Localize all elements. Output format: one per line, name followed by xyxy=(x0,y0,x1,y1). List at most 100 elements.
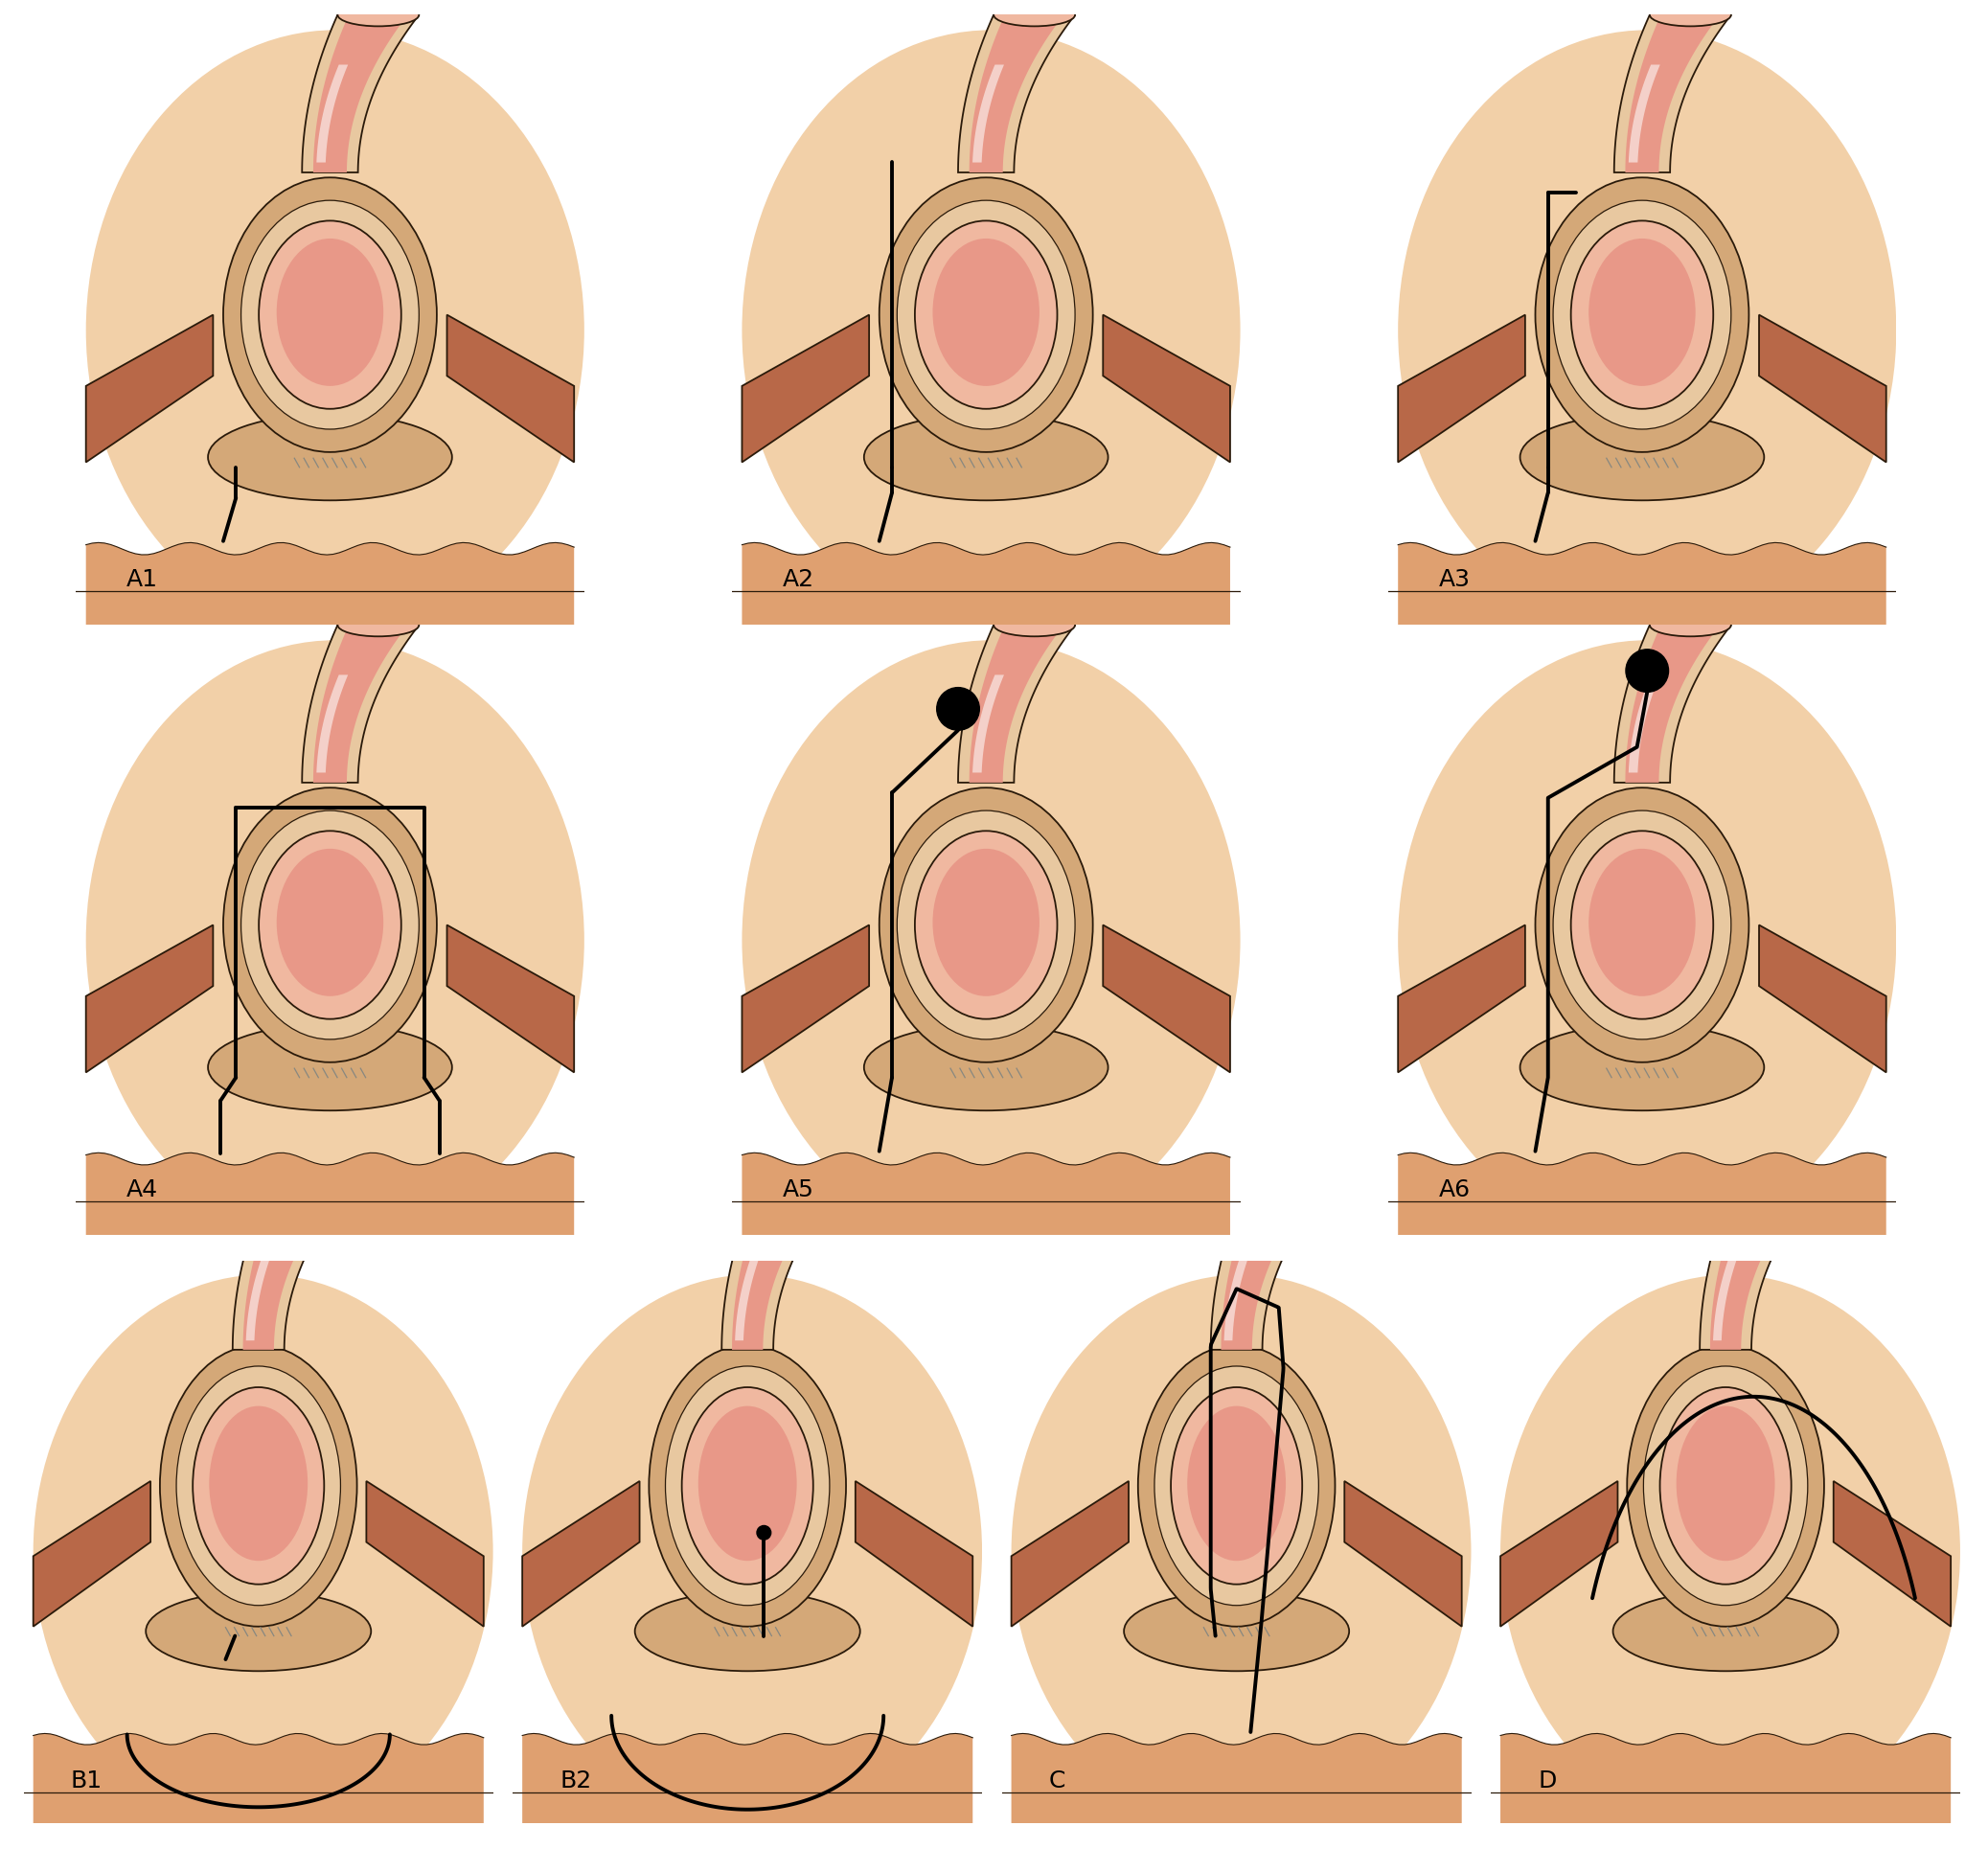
Polygon shape xyxy=(1398,314,1525,462)
Polygon shape xyxy=(1614,15,1732,172)
Ellipse shape xyxy=(648,1344,847,1627)
Polygon shape xyxy=(855,1481,972,1627)
Ellipse shape xyxy=(682,1387,813,1585)
Polygon shape xyxy=(1700,1204,1803,1350)
Polygon shape xyxy=(958,15,1076,172)
Polygon shape xyxy=(970,625,1064,782)
Polygon shape xyxy=(1833,1481,1950,1627)
Ellipse shape xyxy=(1239,1194,1314,1215)
Polygon shape xyxy=(1626,625,1720,782)
Ellipse shape xyxy=(1155,1366,1318,1605)
Ellipse shape xyxy=(914,220,1058,409)
Ellipse shape xyxy=(209,1024,451,1111)
Text: A5: A5 xyxy=(783,1178,815,1202)
Text: D: D xyxy=(1539,1769,1557,1792)
Ellipse shape xyxy=(932,849,1040,997)
Text: A1: A1 xyxy=(127,568,159,592)
Circle shape xyxy=(936,688,980,730)
Ellipse shape xyxy=(698,1405,797,1561)
Ellipse shape xyxy=(1650,614,1732,636)
Ellipse shape xyxy=(209,1405,308,1561)
Polygon shape xyxy=(1501,1481,1618,1627)
Polygon shape xyxy=(1221,1204,1304,1350)
Polygon shape xyxy=(447,924,575,1072)
Circle shape xyxy=(757,1525,771,1540)
Ellipse shape xyxy=(258,220,402,409)
Ellipse shape xyxy=(258,830,402,1019)
Ellipse shape xyxy=(1728,1194,1803,1215)
Text: C: C xyxy=(1050,1769,1066,1792)
Ellipse shape xyxy=(85,30,584,631)
Ellipse shape xyxy=(932,239,1040,386)
Ellipse shape xyxy=(1626,1344,1825,1627)
Ellipse shape xyxy=(1650,4,1732,26)
Ellipse shape xyxy=(209,414,451,501)
Ellipse shape xyxy=(634,1592,861,1671)
Polygon shape xyxy=(1103,314,1231,462)
Ellipse shape xyxy=(223,788,437,1061)
Ellipse shape xyxy=(1521,414,1763,501)
Ellipse shape xyxy=(865,1024,1107,1111)
Polygon shape xyxy=(302,625,419,782)
Ellipse shape xyxy=(1398,30,1897,631)
Ellipse shape xyxy=(145,1592,372,1671)
Ellipse shape xyxy=(994,614,1076,636)
Ellipse shape xyxy=(742,30,1241,631)
Polygon shape xyxy=(1398,924,1525,1072)
Polygon shape xyxy=(447,314,575,462)
Polygon shape xyxy=(742,924,869,1072)
Ellipse shape xyxy=(1171,1387,1302,1585)
Ellipse shape xyxy=(1535,788,1749,1061)
Ellipse shape xyxy=(897,200,1076,429)
Text: B2: B2 xyxy=(561,1769,592,1792)
Ellipse shape xyxy=(1521,1024,1763,1111)
Ellipse shape xyxy=(1398,640,1897,1241)
Ellipse shape xyxy=(241,200,419,429)
Ellipse shape xyxy=(1588,849,1696,997)
Polygon shape xyxy=(85,314,213,462)
Circle shape xyxy=(1626,649,1668,692)
Ellipse shape xyxy=(260,1194,336,1215)
Polygon shape xyxy=(1103,924,1231,1072)
Ellipse shape xyxy=(34,1274,493,1829)
Ellipse shape xyxy=(276,849,384,997)
Text: A4: A4 xyxy=(127,1178,159,1202)
Polygon shape xyxy=(523,1481,640,1627)
Text: A2: A2 xyxy=(783,568,815,592)
Ellipse shape xyxy=(523,1274,982,1829)
Ellipse shape xyxy=(1553,810,1732,1039)
Ellipse shape xyxy=(177,1366,340,1605)
Ellipse shape xyxy=(1501,1274,1960,1829)
Ellipse shape xyxy=(742,640,1241,1241)
Polygon shape xyxy=(233,1204,336,1350)
Ellipse shape xyxy=(241,810,419,1039)
Polygon shape xyxy=(314,15,408,172)
Text: A3: A3 xyxy=(1439,568,1471,592)
Text: A6: A6 xyxy=(1439,1178,1471,1202)
Ellipse shape xyxy=(1012,1274,1471,1829)
Polygon shape xyxy=(302,15,419,172)
Polygon shape xyxy=(742,314,869,462)
Ellipse shape xyxy=(749,1194,825,1215)
Ellipse shape xyxy=(865,414,1107,501)
Ellipse shape xyxy=(1612,1592,1839,1671)
Polygon shape xyxy=(1626,15,1720,172)
Ellipse shape xyxy=(338,4,419,26)
Ellipse shape xyxy=(1571,830,1714,1019)
Ellipse shape xyxy=(1588,239,1696,386)
Polygon shape xyxy=(1710,1204,1793,1350)
Ellipse shape xyxy=(1676,1405,1775,1561)
Polygon shape xyxy=(732,1204,815,1350)
Ellipse shape xyxy=(879,788,1093,1061)
Ellipse shape xyxy=(666,1366,829,1605)
Text: B1: B1 xyxy=(72,1769,103,1792)
Ellipse shape xyxy=(1187,1405,1286,1561)
Ellipse shape xyxy=(1644,1366,1807,1605)
Ellipse shape xyxy=(1553,200,1732,429)
Polygon shape xyxy=(722,1204,825,1350)
Polygon shape xyxy=(1211,1204,1314,1350)
Polygon shape xyxy=(1759,924,1887,1072)
Polygon shape xyxy=(366,1481,483,1627)
Polygon shape xyxy=(1344,1481,1461,1627)
Ellipse shape xyxy=(879,178,1093,453)
